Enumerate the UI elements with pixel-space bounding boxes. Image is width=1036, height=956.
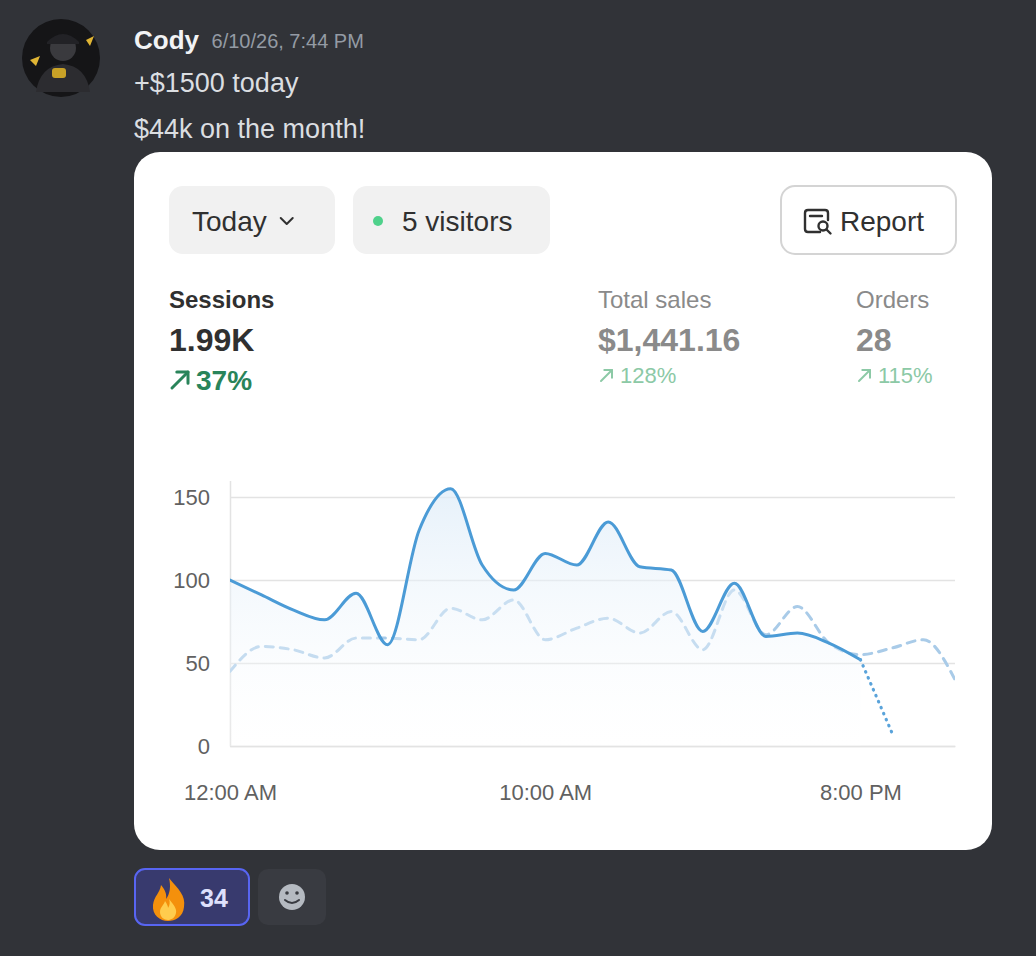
y-tick-label: 150 bbox=[173, 485, 210, 510]
y-tick: 150 bbox=[173, 485, 955, 510]
report-icon bbox=[805, 210, 831, 234]
trend-arrow bbox=[601, 370, 612, 381]
trend-arrow-shaft bbox=[172, 372, 188, 388]
add-reaction-button[interactable] bbox=[258, 869, 326, 925]
smiley-eye bbox=[295, 891, 299, 895]
page: Cody 6/10/26, 7:44 PM +$1500 today $44k on … bbox=[0, 0, 1036, 956]
x-axis: 12:00 AM 10:00 AM 8:00 PM bbox=[184, 746, 955, 805]
metric-change: 128% bbox=[620, 363, 676, 388]
grid-line bbox=[230, 497, 955, 499]
chevron-icon bbox=[281, 218, 293, 224]
flame-inner bbox=[160, 899, 176, 920]
trend-arrow-shaft bbox=[859, 370, 870, 381]
avatar-body bbox=[36, 64, 90, 92]
avatar-hand bbox=[52, 68, 66, 78]
metric-change: 37% bbox=[196, 365, 252, 396]
report-icon-frame bbox=[805, 210, 828, 232]
report-icon-handle bbox=[827, 230, 831, 234]
y-tick-label: 0 bbox=[198, 734, 210, 759]
period-pill[interactable] bbox=[169, 186, 335, 254]
card-bg bbox=[134, 152, 992, 850]
series-area bbox=[230, 489, 860, 746]
message-line: $44k on the month! bbox=[134, 114, 365, 144]
trend-arrow-head bbox=[177, 372, 188, 383]
report-label[interactable]: Report bbox=[840, 206, 924, 237]
metric-value: 1.99K bbox=[169, 322, 254, 358]
smiley-mouth bbox=[285, 900, 299, 903]
series-line bbox=[860, 660, 892, 733]
trend-arrow-shaft bbox=[601, 370, 612, 381]
y-tick-label: 50 bbox=[186, 651, 210, 676]
metric-value: $1,441.16 bbox=[598, 322, 740, 358]
report-icon-line bbox=[810, 215, 822, 217]
trend-arrow bbox=[172, 372, 188, 388]
y-tick-label: 100 bbox=[173, 568, 210, 593]
x-tick: 12:00 AM bbox=[184, 746, 277, 805]
reaction-pill[interactable] bbox=[135, 869, 249, 925]
analytics-card: Today 5 visitors Report Sessions 1.99K 37% Tot… bbox=[134, 152, 992, 850]
trend-arrow bbox=[859, 370, 870, 381]
smiley-eye bbox=[285, 891, 289, 895]
series-line bbox=[230, 489, 860, 660]
metric-label: Sessions bbox=[169, 286, 274, 313]
metric-label: Orders bbox=[856, 286, 929, 313]
visitors-pill bbox=[353, 186, 550, 254]
flame-outer bbox=[153, 878, 184, 921]
metric-label: Total sales bbox=[598, 286, 711, 313]
smiley-icon bbox=[279, 884, 305, 910]
live-dot bbox=[373, 216, 383, 226]
avatar-bg bbox=[22, 19, 100, 97]
plot-marks bbox=[230, 489, 955, 746]
reactions: 34 bbox=[135, 869, 326, 925]
x-tick-label: 8:00 PM bbox=[820, 780, 902, 805]
reaction-count: 34 bbox=[200, 884, 228, 912]
timestamp: 6/10/26, 7:44 PM bbox=[212, 30, 364, 52]
x-tick-label: 12:00 AM bbox=[184, 780, 277, 805]
flame-icon bbox=[153, 878, 184, 921]
avatar-accent bbox=[30, 36, 94, 66]
metric-change: 115% bbox=[878, 363, 933, 388]
smiley-face bbox=[279, 884, 305, 910]
trend-arrow-head bbox=[604, 370, 612, 378]
x-tick: 8:00 PM bbox=[820, 746, 902, 805]
trend-arrow-head bbox=[862, 370, 870, 378]
period-label[interactable]: Today bbox=[192, 206, 267, 237]
x-tick-label: 10:00 AM bbox=[499, 780, 592, 805]
message-line: +$1500 today bbox=[134, 68, 299, 98]
avatar-cap bbox=[47, 34, 79, 44]
visitors-label: 5 visitors bbox=[402, 206, 512, 237]
report-button[interactable] bbox=[781, 186, 956, 254]
y-axis: 0 50 100 150 bbox=[173, 481, 955, 759]
avatar bbox=[22, 19, 100, 97]
author-name: Cody bbox=[134, 25, 200, 55]
x-tick: 10:00 AM bbox=[499, 746, 592, 805]
chart: 0 50 100 150 12:00 AM 10:00 AM 8:00 PM bbox=[173, 481, 955, 805]
metric-value: 28 bbox=[856, 322, 892, 358]
